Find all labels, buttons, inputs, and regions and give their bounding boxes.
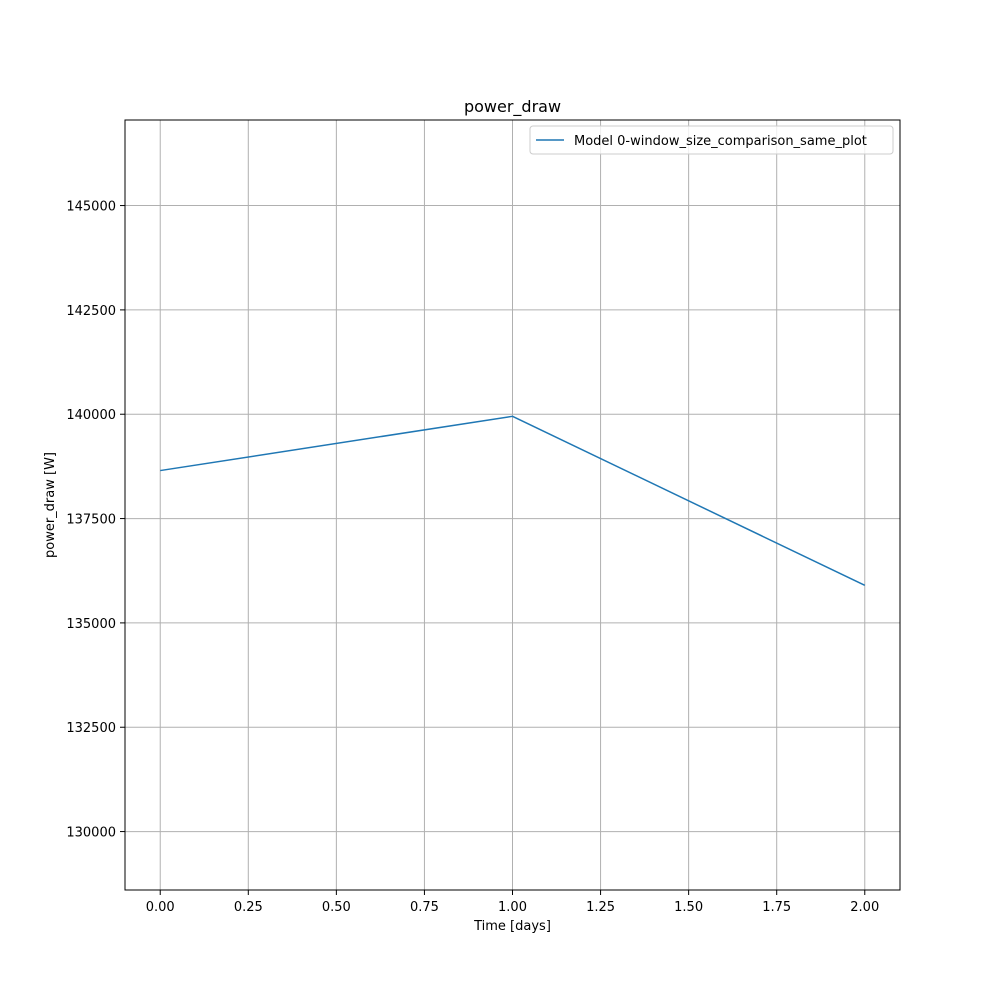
legend-label: Model 0-window_size_comparison_same_plot	[574, 134, 867, 149]
y-tick-label: 142500	[66, 304, 116, 319]
x-tick-label: 0.00	[146, 900, 175, 915]
y-tick-label: 135000	[66, 617, 116, 632]
chart-title: power_draw	[464, 97, 561, 117]
legend-box	[529, 125, 894, 155]
x-tick-label: 2.00	[850, 900, 879, 915]
y-axis-ticks: 130000 132500 135000 137500 140000 142500 1450…	[66, 200, 125, 841]
y-axis-label: power_draw [W]	[43, 452, 58, 558]
x-tick-label: 1.75	[762, 900, 791, 915]
y-tick-label: 145000	[66, 200, 116, 215]
grid	[125, 120, 900, 890]
x-tick-label: 1.50	[674, 900, 703, 915]
legend: Model 0-window_size_comparison_same_plot	[529, 125, 894, 155]
x-tick-label: 1.00	[498, 900, 527, 915]
x-axis-label: Time [days]	[473, 919, 551, 934]
x-tick-label: 0.25	[234, 900, 263, 915]
y-tick-label: 140000	[66, 408, 116, 423]
y-tick-label: 132500	[66, 721, 116, 736]
x-tick-label: 0.50	[322, 900, 351, 915]
series-lines	[160, 415, 866, 587]
x-axis-ticks: 0.00 0.25 0.50 0.75 1.00 1.25 1.50 1.75 2.00	[146, 890, 879, 915]
y-tick-label: 137500	[66, 513, 116, 528]
x-tick-label: 0.75	[410, 900, 439, 915]
x-tick-label: 1.25	[586, 900, 615, 915]
y-tick-label: 130000	[66, 826, 116, 841]
